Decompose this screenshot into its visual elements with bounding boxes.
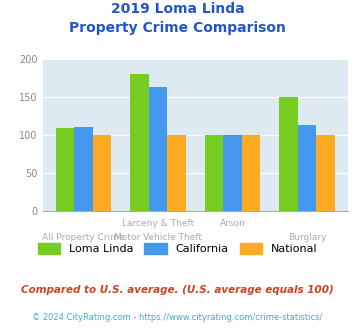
Legend: Loma Linda, California, National: Loma Linda, California, National	[33, 239, 322, 258]
Text: Motor Vehicle Theft: Motor Vehicle Theft	[114, 233, 202, 242]
Bar	[93, 135, 111, 211]
Bar	[279, 97, 297, 211]
Bar	[204, 135, 223, 211]
Text: © 2024 CityRating.com - https://www.cityrating.com/crime-statistics/: © 2024 CityRating.com - https://www.city…	[32, 313, 323, 322]
Text: Arson: Arson	[220, 219, 245, 228]
Bar	[316, 135, 335, 211]
Text: Burglary: Burglary	[288, 233, 326, 242]
Text: Property Crime Comparison: Property Crime Comparison	[69, 21, 286, 35]
Text: All Property Crime: All Property Crime	[42, 233, 125, 242]
Bar	[130, 74, 149, 211]
Bar	[149, 87, 167, 211]
Bar	[167, 135, 186, 211]
Text: Larceny & Theft: Larceny & Theft	[122, 219, 194, 228]
Bar	[223, 135, 242, 211]
Text: Compared to U.S. average. (U.S. average equals 100): Compared to U.S. average. (U.S. average …	[21, 285, 334, 295]
Text: 2019 Loma Linda: 2019 Loma Linda	[111, 2, 244, 16]
Bar	[56, 128, 74, 211]
Bar	[74, 127, 93, 211]
Bar	[242, 135, 261, 211]
Bar	[297, 125, 316, 211]
